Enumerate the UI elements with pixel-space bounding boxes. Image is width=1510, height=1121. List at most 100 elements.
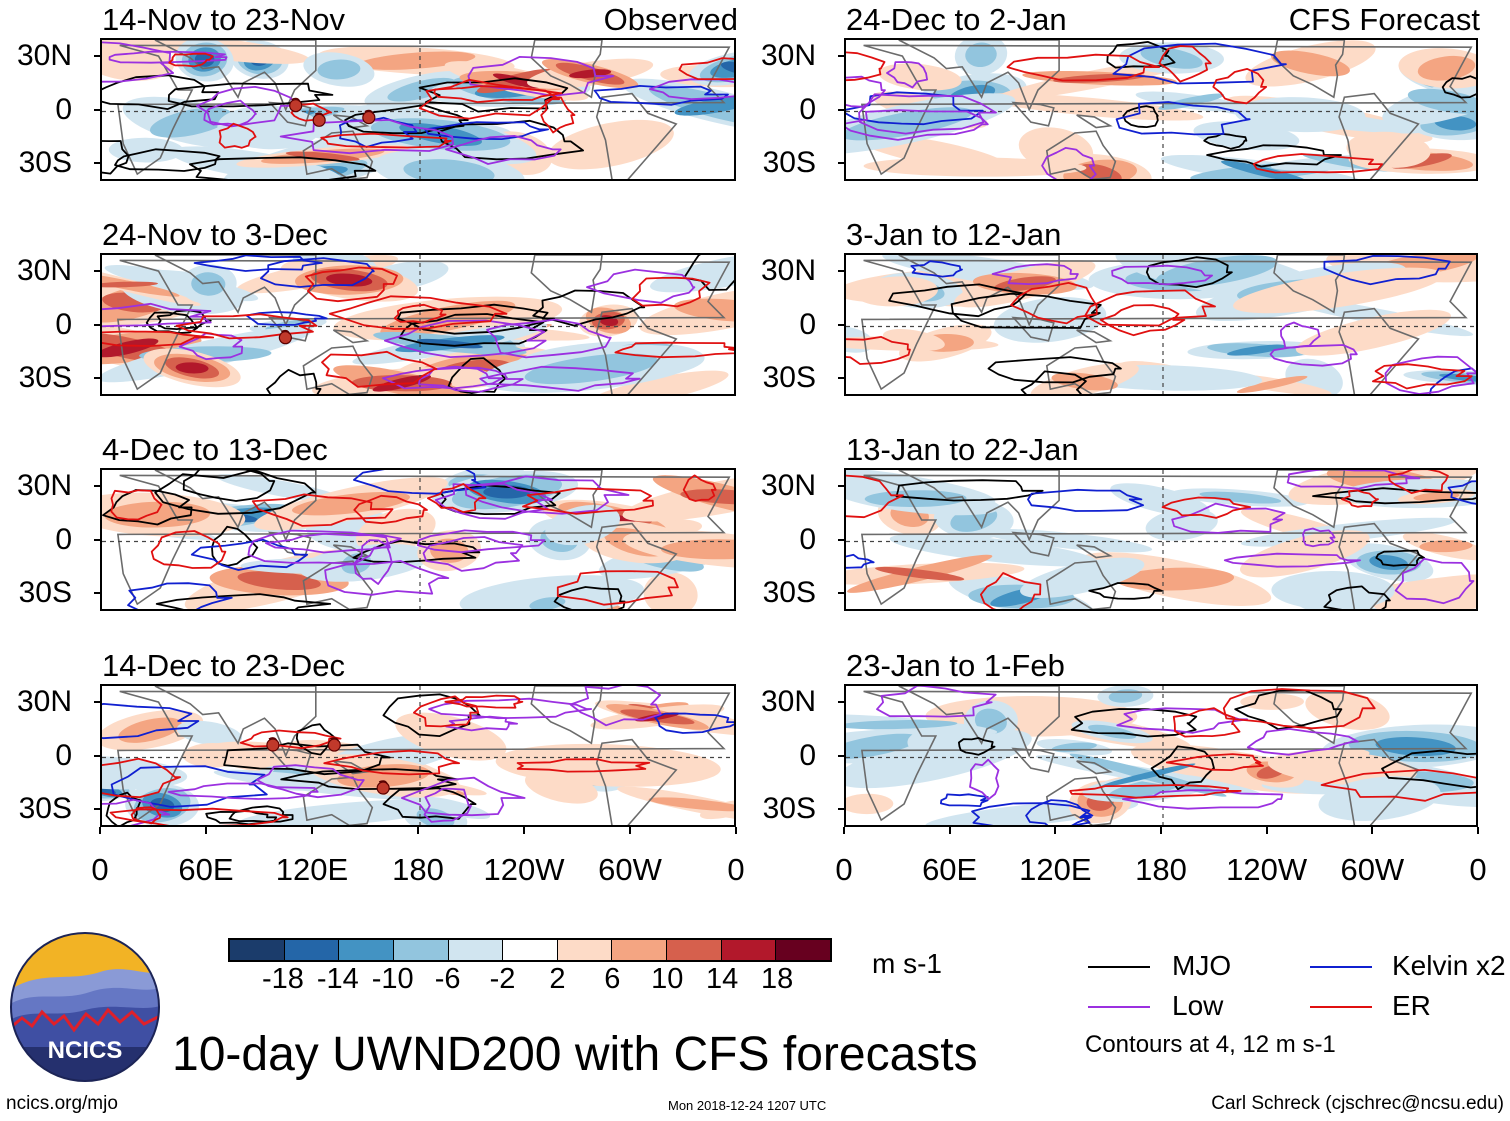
lat-tick-label: 0 <box>55 307 72 341</box>
easterly-anomaly <box>191 272 226 296</box>
easterly-anomaly <box>1318 776 1441 821</box>
coastline <box>1076 544 1113 559</box>
contour-mjo <box>553 586 626 609</box>
contours-note: Contours at 4, 12 m s-1 <box>1085 1031 1336 1058</box>
contour-er <box>109 807 289 825</box>
contour-kelvin-x2 <box>1447 480 1476 505</box>
coastline <box>302 130 374 179</box>
colorbar-units: m s-1 <box>872 948 942 979</box>
coastline <box>860 259 1473 391</box>
panel-title: 13-Jan to 22-Jan <box>846 432 1079 467</box>
westerly-anomaly <box>854 276 938 307</box>
site-link[interactable]: ncics.org/mjo <box>6 1093 118 1114</box>
author-credit: Carl Schreck (cjschrec@ncsu.edu) <box>1211 1093 1504 1114</box>
colorbar-segment <box>338 940 393 960</box>
contour-mjo <box>532 289 646 327</box>
easterly-anomaly <box>1199 491 1282 504</box>
tropical-cyclone-icon <box>312 112 326 127</box>
contour-er <box>328 295 508 330</box>
lat-tick <box>94 538 100 541</box>
contour-er <box>682 474 717 502</box>
wind-anomaly-map <box>102 40 734 179</box>
contour-er <box>1341 489 1379 508</box>
map-panel <box>100 253 736 396</box>
contour-kelvin-x2 <box>1112 42 1287 85</box>
contour-kelvin-x2 <box>940 793 989 807</box>
coastline <box>860 44 1473 176</box>
contour-mjo <box>154 470 316 515</box>
colorbar-label: 18 <box>760 963 794 995</box>
contour-er <box>102 757 181 799</box>
lat-tick <box>838 592 844 595</box>
westerly-anomaly <box>102 281 158 288</box>
contour-er <box>980 572 1042 609</box>
coastline <box>1338 738 1420 825</box>
easterly-anomaly <box>1140 47 1203 69</box>
wind-anomaly-map <box>846 686 1476 825</box>
tropical-cyclone-icon <box>266 737 280 752</box>
coastline <box>1076 114 1113 129</box>
lon-tick-label: 180 <box>1135 852 1187 887</box>
lat-tick-label: 30S <box>762 361 816 395</box>
contour-mjo <box>105 791 142 825</box>
tropical-cyclone-icon <box>278 329 292 345</box>
contour-er <box>110 489 163 521</box>
lon-tick <box>99 827 101 834</box>
lat-tick-label: 30N <box>760 468 816 502</box>
contour-low <box>1111 264 1213 286</box>
coastline <box>1273 40 1346 99</box>
contour-mjo <box>888 283 1027 318</box>
colorbar-segment <box>666 940 721 960</box>
lon-tick-label: 60E <box>922 852 978 887</box>
westerly-anomaly <box>1295 309 1451 356</box>
contour-mjo <box>155 593 332 609</box>
map-panel <box>100 38 736 181</box>
contour-low <box>102 798 171 825</box>
wind-anomaly-map <box>102 686 734 825</box>
lat-tick <box>838 108 844 111</box>
contour-er <box>175 313 318 340</box>
coastline <box>1338 92 1420 179</box>
contour-er <box>631 276 711 308</box>
contour-er <box>130 806 162 825</box>
coastline <box>116 474 731 606</box>
contour-kelvin-x2 <box>190 538 309 571</box>
contour-er <box>1161 496 1252 519</box>
easterly-anomaly <box>238 799 455 825</box>
westerly-anomaly <box>878 63 962 91</box>
contour-mjo <box>114 148 221 172</box>
wind-anomaly-map <box>846 255 1476 394</box>
lat-tick <box>838 377 844 380</box>
legend-label: Low <box>1172 990 1224 1021</box>
contour-mjo <box>447 357 508 394</box>
timestamp: Mon 2018-12-24 1207 UTC <box>668 1098 827 1113</box>
contour-low <box>428 697 593 720</box>
easterly-anomaly <box>403 159 495 179</box>
contour-mjo <box>102 489 193 526</box>
colorbar-segment <box>502 940 557 960</box>
easterly-anomaly <box>1158 93 1225 110</box>
tropical-cyclone-icon <box>362 109 376 125</box>
lon-tick <box>1371 827 1374 834</box>
contour-low <box>467 56 615 97</box>
contour-mjo <box>1234 689 1343 731</box>
contour-mjo <box>987 356 1122 384</box>
contour-low <box>445 135 562 165</box>
westerly-anomaly <box>1413 492 1460 501</box>
lon-tick <box>1160 827 1162 834</box>
easterly-anomaly <box>889 533 1098 567</box>
contour-low <box>969 758 1000 800</box>
easterly-anomaly <box>846 733 920 760</box>
contour-mjo <box>1020 370 1087 394</box>
coastline <box>1076 760 1113 775</box>
easterly-anomaly <box>1227 344 1286 356</box>
lon-tick <box>523 827 525 834</box>
lon-tick-label: 0 <box>1469 852 1487 887</box>
contour-mjo <box>1375 549 1426 567</box>
easterly-anomaly <box>674 96 734 116</box>
contour-low <box>1041 147 1097 179</box>
coastline <box>1045 560 1117 609</box>
contour-kelvin-x2 <box>846 553 875 569</box>
westerly-anomaly <box>648 797 734 812</box>
colorbar-segment <box>720 940 776 960</box>
